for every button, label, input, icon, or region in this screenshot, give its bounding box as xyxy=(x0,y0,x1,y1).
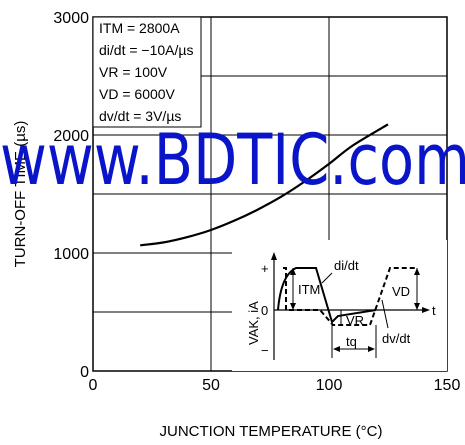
inset-y-label: VAK, iA xyxy=(246,301,261,345)
waveform-inset: + 0 − VAK, iA t ITM di/dt VD VR tq dv/dt xyxy=(232,240,447,371)
x-tick-label: 0 xyxy=(89,377,98,394)
inset-plus-label: + xyxy=(261,261,269,276)
inset-dvdt-label: dv/dt xyxy=(382,331,411,346)
inset-y-arrow-icon xyxy=(271,252,277,260)
series-line xyxy=(140,123,389,247)
y-tick-label: 0 xyxy=(80,364,89,381)
x-tick-labels: 0 50 100 150 xyxy=(89,377,461,394)
inset-t-arrow-icon xyxy=(422,307,430,313)
vd-arrow-down-icon xyxy=(414,303,420,310)
vd-arrow-up-icon xyxy=(414,268,420,275)
inset-tq-label: tq xyxy=(346,334,357,349)
didt-leader xyxy=(321,272,333,284)
watermark-text: www.BDTIC.com xyxy=(0,119,465,201)
inset-minus-label: − xyxy=(261,343,269,358)
y-tick-labels: 0 1000 2000 3000 xyxy=(53,10,89,381)
tq-left-arrow-icon xyxy=(333,346,340,352)
condition-itm: ITM = 2800A xyxy=(99,20,180,36)
inset-t-label: t xyxy=(432,303,436,318)
itm-arrow-down-icon xyxy=(290,303,296,310)
inset-itm-label: ITM xyxy=(298,282,320,297)
current-waveform xyxy=(277,267,377,324)
y-tick-label: 2000 xyxy=(53,128,89,145)
conditions-box: ITM = 2800A di/dt = −10A/µs VR = 100V VD… xyxy=(92,16,202,128)
itm-arrow-up-icon xyxy=(290,268,296,275)
x-tick-label: 150 xyxy=(434,377,461,394)
x-tick-label: 100 xyxy=(316,377,343,394)
voltage-waveform xyxy=(283,267,416,326)
y-axis-title: TURN-OFF TIME (µs) xyxy=(12,121,29,268)
condition-didt: di/dt = −10A/µs xyxy=(99,42,193,58)
y-tick-label: 1000 xyxy=(53,246,89,263)
x-tick-label: 50 xyxy=(202,377,220,394)
y-tick-label: 3000 xyxy=(53,10,89,27)
inset-zero-label: 0 xyxy=(261,303,268,318)
x-axis-title: JUNCTION TEMPERATURE (°C) xyxy=(160,423,383,440)
condition-vr: VR = 100V xyxy=(99,64,168,80)
tq-right-arrow-icon xyxy=(368,346,375,352)
inset-didt-label: di/dt xyxy=(334,258,359,273)
condition-dvdt: dv/dt = 3V/µs xyxy=(99,108,181,124)
condition-vd: VD = 6000V xyxy=(99,86,176,102)
dvdt-leader xyxy=(381,299,389,329)
inset-vd-label: VD xyxy=(392,284,410,299)
inset-vr-label: VR xyxy=(346,313,364,328)
